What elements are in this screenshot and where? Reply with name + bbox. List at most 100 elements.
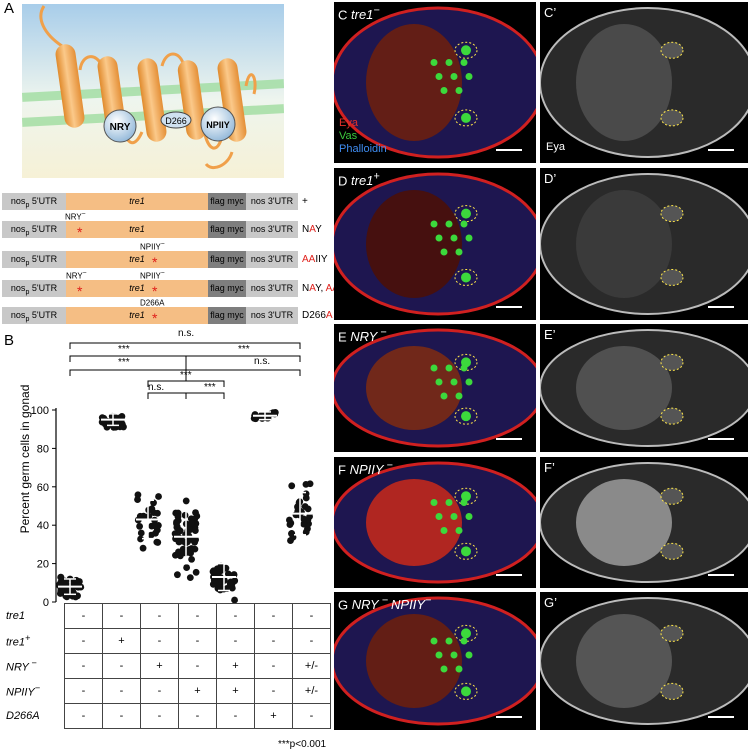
table-row: NRY − - - + - + - +/- bbox=[6, 653, 331, 679]
gonad-outline bbox=[660, 268, 684, 286]
sig-label-5: *** bbox=[204, 382, 216, 393]
bracket bbox=[185, 355, 301, 362]
gonad-outline bbox=[660, 542, 684, 560]
germ-cell bbox=[435, 378, 443, 386]
panel-f: F NPIIY − bbox=[334, 457, 536, 588]
gonad-outline bbox=[454, 624, 478, 642]
table-cell: - bbox=[64, 678, 103, 704]
data-point bbox=[137, 529, 145, 537]
germ-cell bbox=[430, 59, 438, 66]
table-cell: - bbox=[254, 678, 293, 704]
table-cell: - bbox=[178, 703, 217, 729]
y-tick-label: 100 bbox=[31, 405, 49, 417]
data-point bbox=[302, 494, 310, 502]
yolk bbox=[576, 24, 672, 141]
yolk bbox=[366, 614, 462, 708]
table-cell: + bbox=[178, 678, 217, 704]
data-point bbox=[185, 548, 192, 556]
panel-f-prime: F’ bbox=[540, 457, 748, 588]
data-point bbox=[173, 520, 180, 528]
table-cell: - bbox=[216, 628, 255, 654]
y-tick-label: 80 bbox=[37, 443, 49, 455]
row-label: D266A bbox=[6, 710, 40, 722]
panel-label-b: B bbox=[4, 332, 15, 349]
suffix-part: A bbox=[325, 310, 333, 321]
footnote: ***p<0.001 bbox=[278, 739, 327, 750]
table-cell: - bbox=[254, 628, 293, 654]
motif-d266: D266 bbox=[160, 111, 192, 129]
scale-bar bbox=[708, 438, 734, 440]
germ-cell bbox=[445, 364, 453, 372]
table-cell: + bbox=[216, 678, 255, 704]
germ-cell bbox=[461, 208, 471, 219]
utr5-segment: nosp 5'UTR bbox=[2, 193, 66, 210]
data-point bbox=[173, 571, 181, 579]
panel-title-c: C tre1− bbox=[338, 5, 380, 22]
germ-cell bbox=[461, 546, 471, 557]
germ-cell bbox=[460, 499, 468, 506]
embryo-color bbox=[334, 328, 536, 448]
row-header: tre1 bbox=[6, 604, 65, 629]
data-point bbox=[147, 531, 155, 539]
germ-cell bbox=[465, 513, 473, 520]
germ-cell bbox=[440, 392, 448, 400]
mutation-star: * bbox=[152, 254, 158, 270]
yolk bbox=[576, 346, 672, 430]
scale-bar bbox=[708, 716, 734, 718]
loops bbox=[39, 5, 257, 169]
table-cell: + bbox=[254, 703, 293, 729]
germ-cell bbox=[455, 527, 463, 534]
genotype-name: NPIIY bbox=[349, 462, 384, 478]
data-point bbox=[231, 596, 238, 604]
embryo-color bbox=[334, 461, 536, 584]
tag-segment: flag myc bbox=[208, 307, 246, 324]
panel-title-e: E NRY − bbox=[338, 327, 387, 344]
embryo-gray bbox=[540, 7, 748, 158]
construct-suffix: D266A bbox=[302, 310, 333, 321]
germ-cell bbox=[435, 234, 443, 242]
construct-suffix: AAIIY bbox=[302, 254, 328, 265]
suffix-part: Y bbox=[315, 224, 322, 235]
suffix-part: A bbox=[309, 283, 316, 294]
mutation-sup: − bbox=[82, 270, 87, 277]
mutation-star: * bbox=[77, 224, 83, 240]
utr5-sub: p bbox=[25, 229, 30, 237]
suffix-part: Y, bbox=[315, 283, 326, 294]
table-cell: +/- bbox=[292, 653, 331, 679]
data-point bbox=[288, 482, 296, 490]
panel-e-prime: E’ bbox=[540, 324, 748, 452]
data-point bbox=[174, 513, 182, 521]
table-cell: - bbox=[140, 603, 179, 629]
yolk bbox=[366, 479, 462, 566]
data-point bbox=[139, 544, 147, 552]
mutation-label: NRY− bbox=[66, 270, 87, 281]
embryo-color bbox=[334, 6, 536, 159]
utr5-rest: 5'UTR bbox=[29, 196, 58, 206]
bracket bbox=[185, 392, 225, 399]
sig-label-7: *** bbox=[238, 344, 250, 355]
panel-d-prime: D’ bbox=[540, 168, 748, 320]
data-point bbox=[186, 574, 194, 582]
gonad-outline bbox=[454, 41, 478, 59]
germ-cell bbox=[461, 45, 471, 56]
utr3-segment: nos 3'UTR bbox=[246, 193, 298, 210]
germ-cell bbox=[450, 378, 458, 386]
table-row: tre1+ - + - - - - - bbox=[6, 628, 331, 654]
tag-segment: flag myc bbox=[208, 251, 246, 268]
cds-segment: tre1 bbox=[66, 251, 208, 268]
svg-text:NPIIY: NPIIY bbox=[206, 120, 230, 130]
gonad-outline bbox=[660, 109, 684, 127]
germ-cell bbox=[445, 59, 453, 66]
data-point bbox=[302, 528, 310, 536]
data-point bbox=[154, 509, 161, 517]
gonad-outline bbox=[660, 487, 684, 505]
construct-row: nosp 5'UTR tre1 flag myc nos 3'UTR * D266A D26… bbox=[2, 299, 333, 326]
utr5-name: nos bbox=[10, 310, 26, 320]
utr3-segment: nos 3'UTR bbox=[246, 221, 298, 238]
table-cell: +/- bbox=[292, 678, 331, 704]
receptor-schematic: NRY D266 NPIIY bbox=[22, 4, 284, 178]
cds-segment: tre1 bbox=[66, 193, 208, 210]
table-cell: - bbox=[292, 603, 331, 629]
germ-cell bbox=[465, 234, 473, 242]
gonad-outline bbox=[454, 205, 478, 223]
